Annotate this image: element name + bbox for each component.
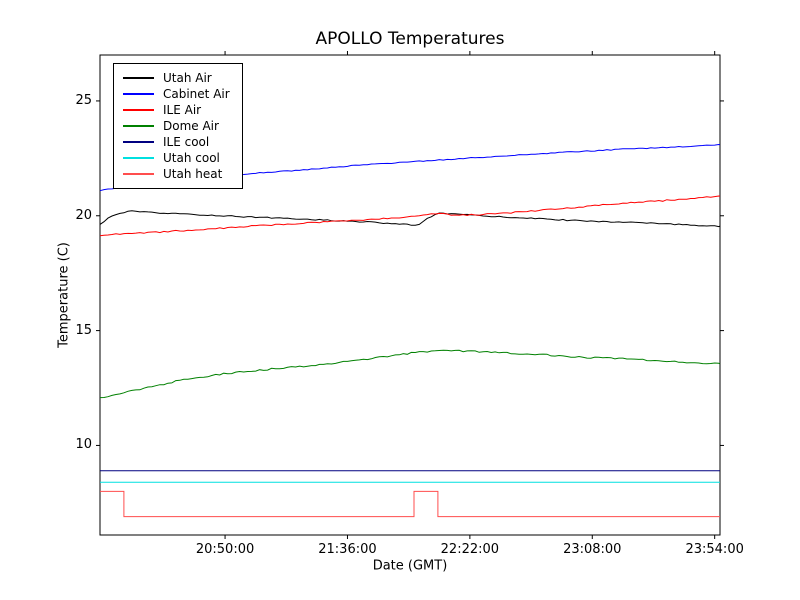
- x-tick-label: 23:08:00: [563, 542, 622, 557]
- legend-label: Utah heat: [163, 167, 223, 181]
- legend-line-sample: [123, 125, 154, 127]
- x-tick-label: 20:50:00: [195, 542, 255, 557]
- legend: Utah Air Cabinet Air ILE Air Dome Air ILE co…: [113, 63, 243, 189]
- series-line-dome-air: [99, 349, 721, 399]
- legend-line-sample: [123, 157, 154, 159]
- legend-item: Utah Air: [123, 70, 230, 86]
- legend-label: Utah Air: [163, 71, 212, 85]
- chart-title: APOLLO Temperatures: [315, 29, 505, 49]
- legend-line-sample: [123, 109, 154, 111]
- legend-item: Utah cool: [123, 150, 230, 166]
- x-tick-label: 22:22:00: [440, 542, 500, 557]
- legend-line-sample: [123, 93, 154, 95]
- legend-item: Cabinet Air: [123, 86, 230, 102]
- y-tick-label: 25: [75, 92, 92, 108]
- series-line-utah-heat: [100, 490, 720, 518]
- legend-item: Utah heat: [123, 166, 230, 182]
- series-line-ile-air: [99, 195, 721, 237]
- legend-label: Cabinet Air: [163, 87, 230, 101]
- legend-label: Utah cool: [163, 151, 220, 165]
- y-tick-label: 20: [75, 207, 92, 223]
- y-tick-label: 10: [75, 437, 92, 453]
- legend-item: ILE cool: [123, 134, 230, 150]
- legend-line-sample: [123, 141, 154, 143]
- legend-line-sample: [123, 77, 154, 79]
- x-tick-label: 23:54:00: [685, 542, 744, 557]
- legend-line-sample: [123, 173, 154, 175]
- legend-item: ILE Air: [123, 102, 230, 118]
- legend-label: Dome Air: [163, 119, 219, 133]
- legend-label: ILE Air: [163, 103, 202, 117]
- axes-frame: [99, 54, 721, 536]
- x-axis-label: Date (GMT): [372, 558, 448, 574]
- y-tick-label: 15: [75, 322, 92, 338]
- legend-item: Dome Air: [123, 118, 230, 134]
- series-line-utah-air: [99, 210, 721, 228]
- legend-label: ILE cool: [163, 135, 210, 149]
- x-tick-label: 21:36:00: [318, 542, 377, 557]
